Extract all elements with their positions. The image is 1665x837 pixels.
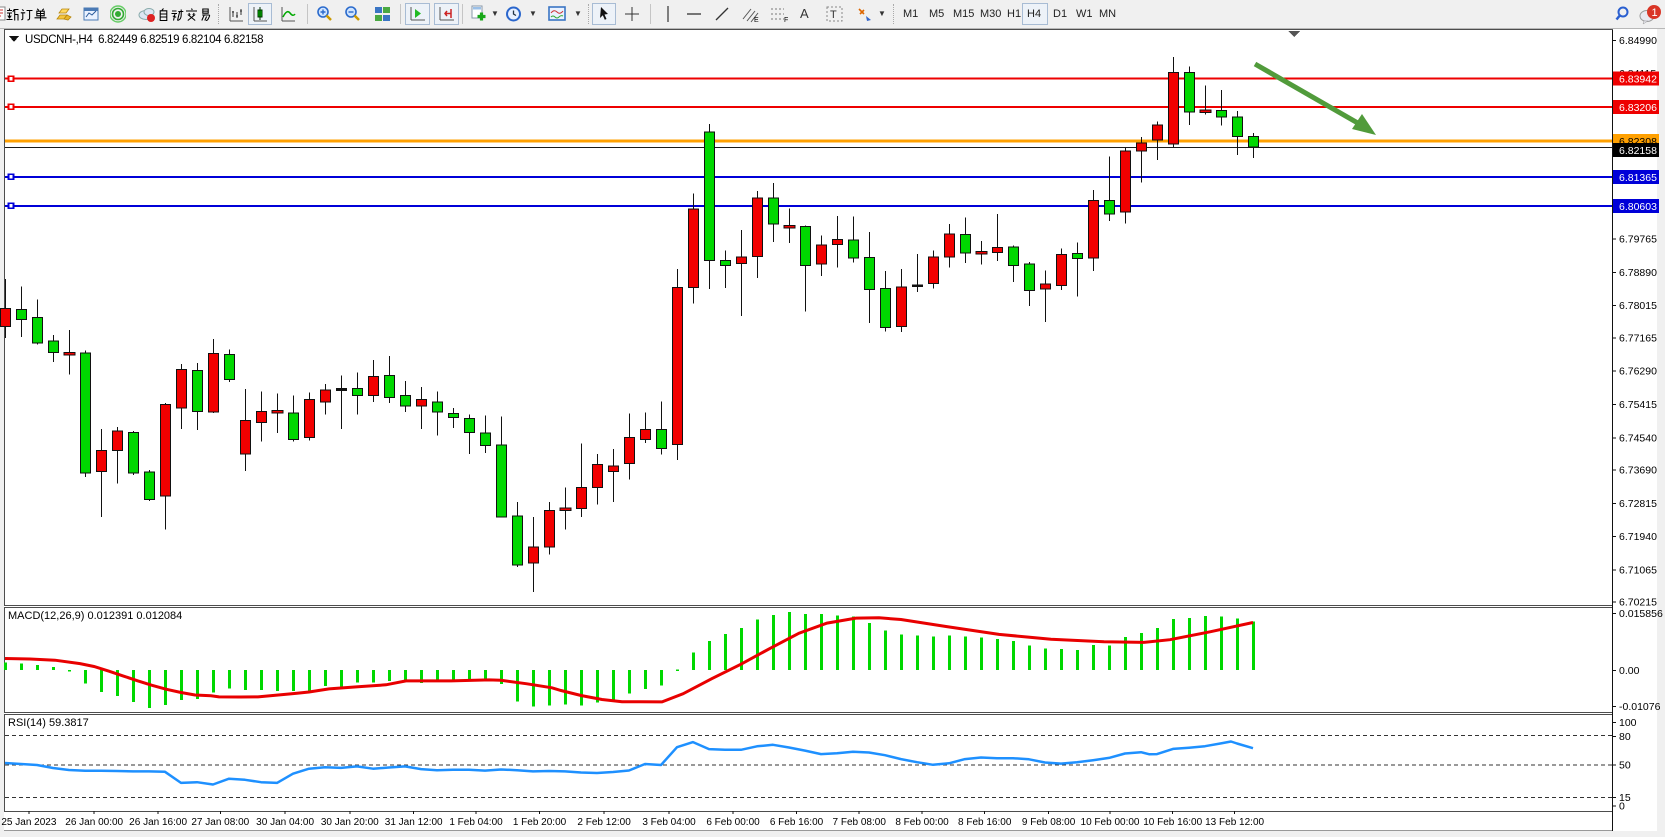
- svg-text:6.72815: 6.72815: [1619, 498, 1657, 510]
- svg-text:3 Feb 04:00: 3 Feb 04:00: [642, 817, 696, 828]
- svg-text:-0.01076: -0.01076: [1619, 701, 1661, 713]
- svg-text:6.83206: 6.83206: [1619, 102, 1657, 114]
- svg-text:6.83942: 6.83942: [1619, 74, 1657, 86]
- svg-text:6 Feb 16:00: 6 Feb 16:00: [770, 817, 824, 828]
- svg-text:6.82158: 6.82158: [1619, 145, 1657, 157]
- svg-text:6.78890: 6.78890: [1619, 267, 1657, 279]
- svg-text:USDCNH-,H4 6.82449 6.82519 6.: USDCNH-,H4 6.82449 6.82519 6.82104 6.821…: [25, 34, 263, 46]
- svg-text:26 Jan 00:00: 26 Jan 00:00: [65, 817, 123, 828]
- svg-text:26 Jan 16:00: 26 Jan 16:00: [129, 817, 187, 828]
- svg-text:1 Feb 20:00: 1 Feb 20:00: [513, 817, 567, 828]
- svg-text:1: 1: [1652, 7, 1658, 19]
- svg-text:6.70215: 6.70215: [1619, 597, 1657, 609]
- svg-text:30 Jan 20:00: 30 Jan 20:00: [321, 817, 379, 828]
- svg-text:2 Feb 12:00: 2 Feb 12:00: [577, 817, 631, 828]
- svg-text:6.79765: 6.79765: [1619, 234, 1657, 246]
- svg-text:27 Jan 08:00: 27 Jan 08:00: [191, 817, 249, 828]
- svg-text:100: 100: [1619, 717, 1637, 729]
- svg-text:1 Feb 04:00: 1 Feb 04:00: [449, 817, 503, 828]
- svg-text:13 Feb 12:00: 13 Feb 12:00: [1205, 817, 1264, 828]
- svg-text:8 Feb 00:00: 8 Feb 00:00: [895, 817, 949, 828]
- svg-text:T: T: [830, 9, 837, 21]
- svg-text:25 Jan 2023: 25 Jan 2023: [1, 817, 56, 828]
- svg-text:6.78015: 6.78015: [1619, 300, 1657, 312]
- svg-text:6.74540: 6.74540: [1619, 432, 1657, 444]
- svg-text:F: F: [784, 17, 788, 23]
- svg-text:MACD(12,26,9) 0.012391 0.01208: MACD(12,26,9) 0.012391 0.012084: [8, 610, 182, 622]
- svg-text:6.77165: 6.77165: [1619, 332, 1657, 344]
- svg-text:6.73690: 6.73690: [1619, 465, 1657, 477]
- svg-text:10 Feb 16:00: 10 Feb 16:00: [1143, 817, 1202, 828]
- svg-text:RSI(14) 59.3817: RSI(14) 59.3817: [8, 717, 89, 729]
- svg-text:50: 50: [1619, 759, 1631, 771]
- svg-text:6.71940: 6.71940: [1619, 531, 1657, 543]
- svg-text:10 Feb 00:00: 10 Feb 00:00: [1081, 817, 1140, 828]
- svg-text:0: 0: [1619, 800, 1625, 812]
- svg-text:7 Feb 08:00: 7 Feb 08:00: [833, 817, 887, 828]
- svg-text:0.00: 0.00: [1619, 665, 1640, 677]
- svg-text:6.84990: 6.84990: [1619, 35, 1657, 47]
- svg-text:6 Feb 00:00: 6 Feb 00:00: [706, 817, 760, 828]
- svg-text:0.015856: 0.015856: [1619, 608, 1663, 620]
- svg-text:6.81365: 6.81365: [1619, 172, 1657, 184]
- svg-text:6.75415: 6.75415: [1619, 399, 1657, 411]
- svg-text:8 Feb 16:00: 8 Feb 16:00: [958, 817, 1012, 828]
- svg-text:31 Jan 12:00: 31 Jan 12:00: [385, 817, 443, 828]
- svg-text:15: 15: [1619, 792, 1631, 804]
- svg-text:30 Jan 04:00: 30 Jan 04:00: [256, 817, 314, 828]
- svg-text:E: E: [754, 17, 759, 23]
- svg-text:80: 80: [1619, 731, 1631, 743]
- svg-text:6.76290: 6.76290: [1619, 366, 1657, 378]
- svg-text:6.80603: 6.80603: [1619, 201, 1657, 213]
- svg-text:6.71065: 6.71065: [1619, 564, 1657, 576]
- svg-text:9 Feb 08:00: 9 Feb 08:00: [1022, 817, 1076, 828]
